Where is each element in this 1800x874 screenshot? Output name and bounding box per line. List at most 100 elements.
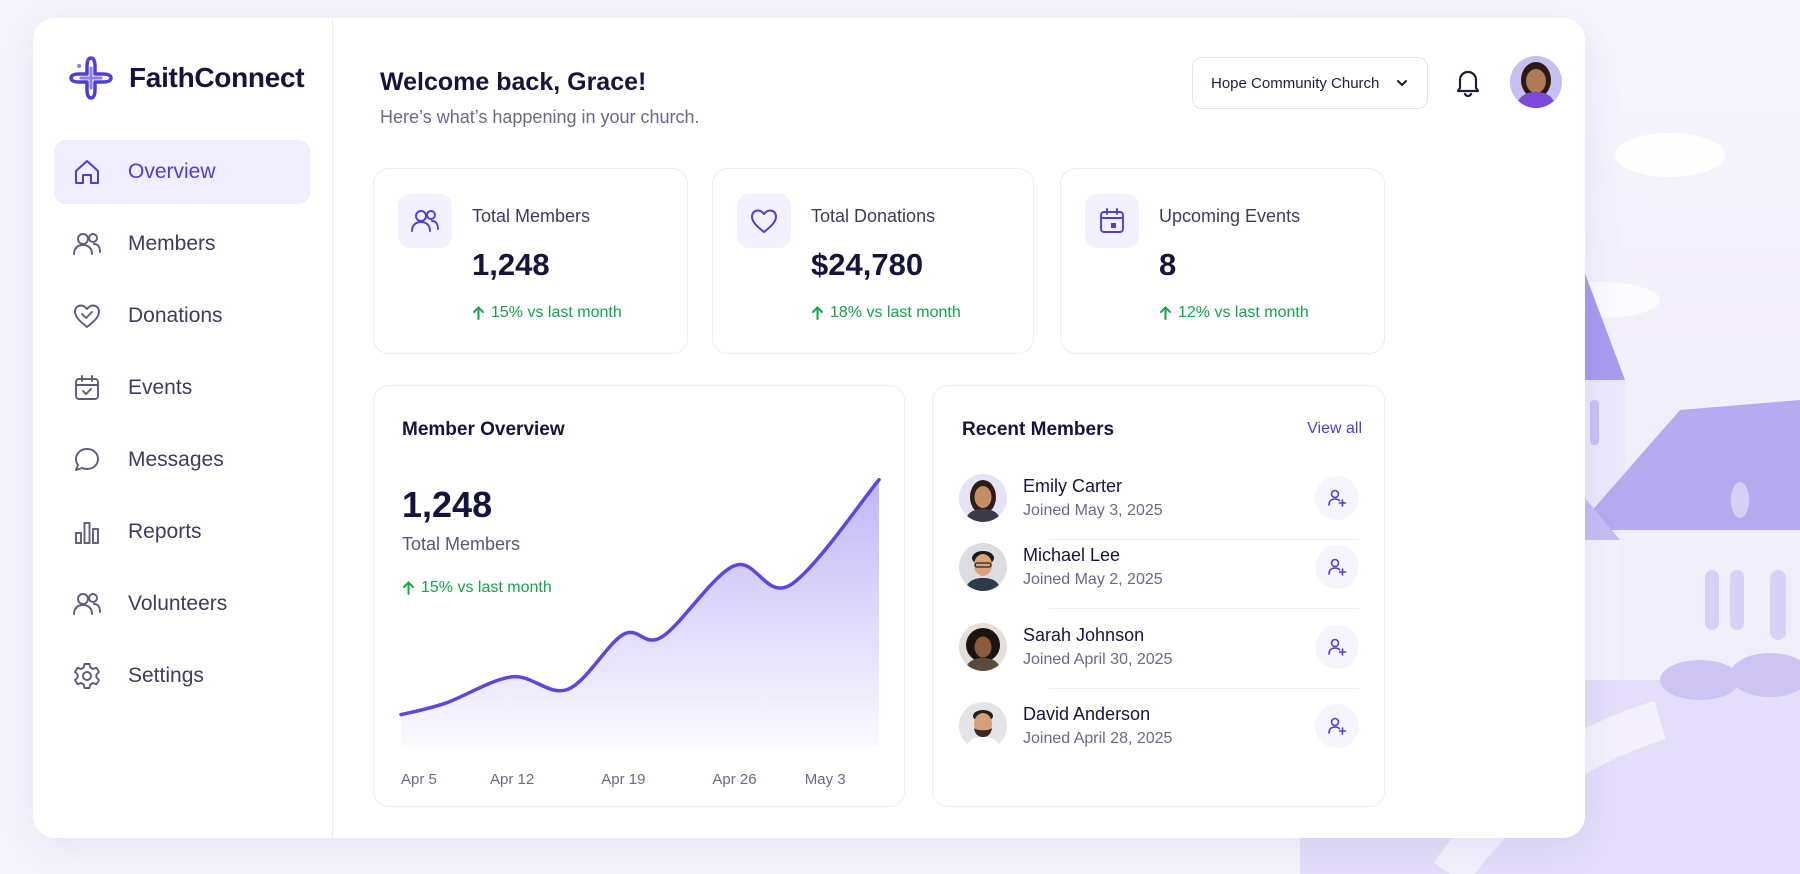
sidebar: FaithConnect Overview Members Donations bbox=[33, 18, 333, 838]
bell-icon[interactable] bbox=[1452, 66, 1484, 98]
sidebar-item-donations[interactable]: Donations bbox=[54, 284, 310, 348]
member-joined: Joined April 28, 2025 bbox=[1023, 730, 1173, 747]
sidebar-item-label: Donations bbox=[128, 304, 223, 327]
x-tick-label: Apr 12 bbox=[490, 771, 534, 788]
list-item[interactable]: Sarah Johnson Joined April 30, 2025 bbox=[959, 615, 1359, 689]
stat-change: 15% vs last month bbox=[472, 304, 622, 322]
heart-icon bbox=[74, 304, 100, 328]
member-overview-card: Apr 5 Apr 12 Apr 19 Apr 26 May 3 Member Over… bbox=[373, 385, 905, 807]
stat-card-donations[interactable]: Total Donations $24,780 18% vs last mont… bbox=[712, 168, 1034, 354]
row-divider bbox=[1049, 608, 1359, 609]
member-name: Michael Lee bbox=[1023, 545, 1121, 565]
avatar bbox=[959, 543, 1007, 591]
x-tick-label: Apr 5 bbox=[401, 771, 437, 788]
add-member-button[interactable] bbox=[1315, 545, 1359, 589]
chart-line bbox=[399, 477, 881, 717]
chart-total-label: Total Members bbox=[402, 534, 521, 554]
user-plus-icon bbox=[1328, 489, 1347, 507]
stat-change-text: 15% vs last month bbox=[491, 304, 622, 321]
member-name: David Anderson bbox=[1023, 704, 1151, 724]
stat-icon-wrap bbox=[737, 194, 791, 248]
arrow-up-icon bbox=[812, 306, 823, 320]
chart-area bbox=[401, 479, 879, 749]
faith-logo-icon bbox=[69, 56, 113, 100]
row-divider bbox=[1049, 539, 1359, 540]
church-selector[interactable]: Hope Community Church bbox=[1192, 57, 1428, 109]
stat-label: Upcoming Events bbox=[1159, 206, 1301, 226]
add-member-button[interactable] bbox=[1315, 704, 1359, 748]
users-icon bbox=[73, 593, 101, 615]
stat-value: 8 bbox=[1159, 247, 1177, 282]
user-plus-icon bbox=[1328, 558, 1347, 576]
stat-value: 1,248 bbox=[472, 247, 550, 282]
calendar-icon bbox=[75, 375, 99, 400]
home-icon bbox=[75, 160, 99, 184]
stat-change-text: 18% vs last month bbox=[830, 304, 961, 321]
list-item[interactable]: Michael Lee Joined May 2, 2025 bbox=[959, 535, 1359, 609]
sidebar-item-overview[interactable]: Overview bbox=[54, 140, 310, 204]
sidebar-item-members[interactable]: Members bbox=[54, 212, 310, 276]
list-item[interactable]: Emily Carter Joined May 3, 2025 bbox=[959, 466, 1359, 540]
member-joined: Joined May 3, 2025 bbox=[1023, 502, 1163, 519]
sidebar-item-events[interactable]: Events bbox=[54, 356, 310, 420]
heart-icon bbox=[751, 209, 777, 233]
list-item[interactable]: David Anderson Joined April 28, 2025 bbox=[959, 694, 1359, 762]
member-name: Sarah Johnson bbox=[1023, 625, 1145, 645]
sidebar-item-label: Overview bbox=[128, 160, 216, 183]
avatar bbox=[959, 623, 1007, 671]
brand-logo[interactable]: FaithConnect bbox=[67, 54, 305, 102]
member-joined: Joined May 2, 2025 bbox=[1023, 571, 1163, 588]
avatar bbox=[959, 702, 1007, 750]
users-icon bbox=[411, 210, 439, 232]
member-name: Emily Carter bbox=[1023, 476, 1123, 496]
arrow-up-icon bbox=[403, 581, 414, 595]
sidebar-item-volunteers[interactable]: Volunteers bbox=[54, 572, 310, 636]
row-divider bbox=[1049, 688, 1359, 689]
user-avatar[interactable] bbox=[1510, 56, 1562, 108]
chevron-down-icon bbox=[1397, 80, 1407, 87]
view-all-link[interactable]: View all bbox=[1307, 420, 1362, 437]
add-member-button[interactable] bbox=[1315, 476, 1359, 520]
user-plus-icon bbox=[1328, 638, 1347, 656]
arrow-up-icon bbox=[473, 306, 484, 320]
member-growth-chart: Apr 5 Apr 12 Apr 19 Apr 26 May 3 bbox=[399, 477, 881, 788]
stat-card-members[interactable]: Total Members 1,248 15% vs last month bbox=[373, 168, 688, 354]
x-tick-label: Apr 19 bbox=[601, 771, 645, 788]
stat-value: $24,780 bbox=[811, 247, 924, 282]
sidebar-item-reports[interactable]: Reports bbox=[54, 500, 310, 564]
x-tick-label: May 3 bbox=[805, 771, 846, 788]
gear-icon bbox=[74, 663, 100, 689]
calendar-icon bbox=[1100, 208, 1124, 233]
brand-name: FaithConnect bbox=[129, 62, 305, 93]
stat-icon-wrap bbox=[1085, 194, 1139, 248]
recent-members-card: Recent Members View all Emily Carter Joi… bbox=[932, 385, 1385, 807]
sidebar-item-label: Settings bbox=[128, 664, 204, 687]
sidebar-item-label: Messages bbox=[128, 448, 224, 471]
users-icon bbox=[73, 233, 101, 255]
church-selector-value: Hope Community Church bbox=[1211, 74, 1380, 92]
member-joined: Joined April 30, 2025 bbox=[1023, 651, 1173, 668]
bar-chart-icon bbox=[75, 522, 99, 544]
avatar bbox=[959, 474, 1007, 522]
message-icon bbox=[75, 448, 99, 471]
sidebar-nav: Overview Members Donations Events bbox=[54, 140, 310, 716]
stat-card-events[interactable]: Upcoming Events 8 12% vs last month bbox=[1060, 168, 1385, 354]
stat-change: 12% vs last month bbox=[1159, 304, 1309, 322]
add-member-button[interactable] bbox=[1315, 625, 1359, 669]
sidebar-item-label: Members bbox=[128, 232, 216, 255]
page-title: Welcome back, Grace! bbox=[380, 68, 647, 96]
x-tick-label: Apr 26 bbox=[712, 771, 756, 788]
chart-title: Member Overview bbox=[402, 419, 565, 440]
recent-members-title: Recent Members bbox=[962, 419, 1115, 440]
sidebar-item-settings[interactable]: Settings bbox=[54, 644, 310, 708]
stat-change-text: 12% vs last month bbox=[1178, 304, 1309, 321]
sidebar-item-label: Reports bbox=[128, 520, 202, 543]
arrow-up-icon bbox=[1160, 306, 1171, 320]
page-subtitle: Here’s what’s happening in your church. bbox=[380, 107, 700, 127]
stat-label: Total Donations bbox=[811, 206, 936, 226]
stat-label: Total Members bbox=[472, 206, 591, 226]
chart-change-text: 15% vs last month bbox=[421, 579, 552, 596]
sidebar-item-messages[interactable]: Messages bbox=[54, 428, 310, 492]
sidebar-item-label: Volunteers bbox=[128, 592, 228, 615]
chart-total-value: 1,248 bbox=[402, 484, 493, 525]
